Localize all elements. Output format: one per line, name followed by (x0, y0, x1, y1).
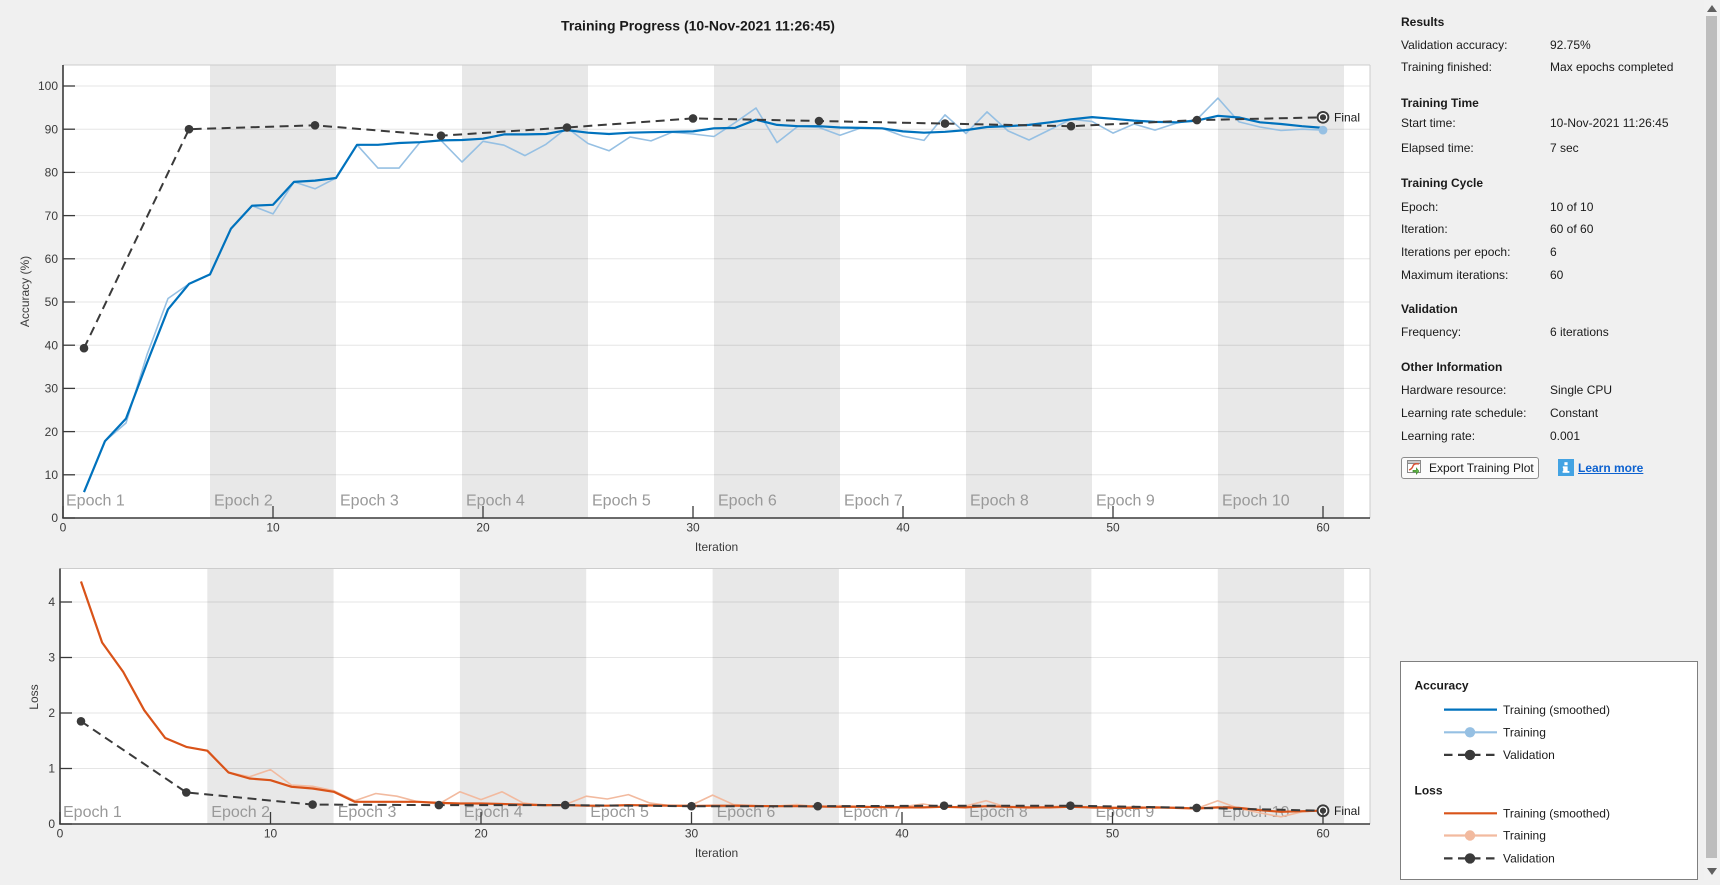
svg-text:50: 50 (1106, 827, 1120, 841)
svg-text:Validation: Validation (1503, 748, 1555, 762)
svg-text:Epoch 5: Epoch 5 (590, 804, 649, 821)
svg-text:70: 70 (45, 209, 59, 223)
svg-text:0: 0 (60, 521, 67, 535)
svg-text:Epoch 1: Epoch 1 (63, 804, 122, 821)
svg-text:Accuracy: Accuracy (1415, 679, 1469, 693)
svg-text:Epoch 9: Epoch 9 (1096, 492, 1155, 509)
svg-text:0: 0 (57, 827, 64, 841)
svg-text:30: 30 (685, 827, 699, 841)
svg-text:50: 50 (45, 295, 59, 309)
svg-text:1: 1 (48, 762, 55, 776)
svg-text:80: 80 (45, 166, 59, 180)
svg-text:40: 40 (896, 521, 910, 535)
svg-text:60: 60 (1316, 521, 1330, 535)
svg-text:Validation: Validation (1503, 852, 1555, 866)
svg-text:Iteration: Iteration (695, 846, 738, 860)
svg-text:Final: Final (1334, 111, 1360, 125)
svg-text:Training (smoothed): Training (smoothed) (1503, 703, 1610, 717)
svg-text:Accuracy (%): Accuracy (%) (18, 256, 32, 327)
svg-text:0: 0 (48, 817, 55, 831)
svg-text:Epoch 4: Epoch 4 (466, 492, 525, 509)
svg-text:90: 90 (45, 122, 59, 136)
svg-text:Epoch 6: Epoch 6 (718, 492, 777, 509)
svg-text:Loss: Loss (27, 684, 41, 709)
svg-text:60: 60 (45, 252, 59, 266)
svg-text:4: 4 (48, 595, 55, 609)
svg-text:Epoch 8: Epoch 8 (970, 492, 1029, 509)
svg-text:40: 40 (45, 338, 59, 352)
svg-text:100: 100 (38, 79, 58, 93)
svg-text:50: 50 (1106, 521, 1120, 535)
svg-text:Epoch 3: Epoch 3 (340, 492, 399, 509)
svg-text:Training Progress (10-Nov-2021: Training Progress (10-Nov-2021 11:26:45) (561, 18, 835, 34)
svg-text:Iteration: Iteration (695, 540, 738, 554)
svg-text:30: 30 (686, 521, 700, 535)
svg-text:3: 3 (48, 651, 55, 665)
svg-text:2: 2 (48, 706, 55, 720)
svg-text:60: 60 (1316, 827, 1330, 841)
svg-text:Epoch 7: Epoch 7 (844, 492, 903, 509)
svg-text:10: 10 (45, 468, 59, 482)
svg-text:Epoch 2: Epoch 2 (214, 492, 273, 509)
svg-text:Training: Training (1503, 726, 1546, 740)
svg-text:Epoch 4: Epoch 4 (464, 804, 523, 821)
svg-text:Epoch 2: Epoch 2 (211, 804, 270, 821)
svg-text:40: 40 (895, 827, 909, 841)
svg-text:Epoch 10: Epoch 10 (1222, 492, 1290, 509)
svg-text:Loss: Loss (1415, 784, 1443, 798)
svg-text:20: 20 (476, 521, 490, 535)
svg-text:10: 10 (264, 827, 278, 841)
svg-text:Final: Final (1334, 804, 1360, 818)
svg-text:0: 0 (51, 511, 58, 525)
svg-text:Epoch 1: Epoch 1 (66, 492, 125, 509)
svg-text:30: 30 (45, 382, 59, 396)
svg-text:20: 20 (474, 827, 488, 841)
svg-text:Training: Training (1503, 829, 1546, 843)
svg-text:10: 10 (266, 521, 280, 535)
svg-text:20: 20 (45, 425, 59, 439)
svg-text:Epoch 3: Epoch 3 (338, 804, 397, 821)
svg-text:Training (smoothed): Training (smoothed) (1503, 807, 1610, 821)
svg-text:Epoch 6: Epoch 6 (717, 804, 776, 821)
svg-text:Epoch 5: Epoch 5 (592, 492, 651, 509)
